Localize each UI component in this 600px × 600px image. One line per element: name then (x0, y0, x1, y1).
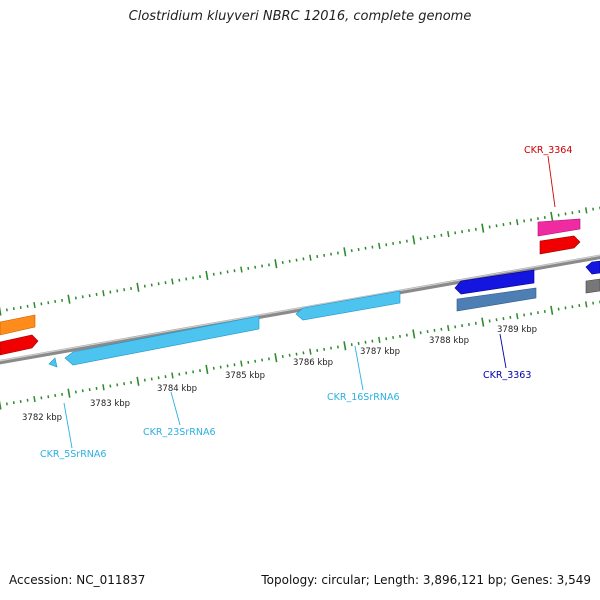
rrna-16s-feature[interactable] (295, 290, 401, 321)
cds-blue-edge-feature[interactable] (585, 260, 600, 275)
ruler-label-3788: 3788 kbp (429, 336, 469, 346)
ruler-tick-lower (481, 317, 485, 327)
ruler-tick-lower (550, 305, 554, 315)
leader-3364 (547, 155, 556, 208)
ruler-tick-upper (481, 223, 485, 233)
ruler-tick-lower (274, 353, 278, 363)
ruler-tick-lower (309, 348, 312, 355)
ruler-tick-lower (0, 400, 2, 410)
label-ckr-23srrna6[interactable]: CKR_23SrRNA6 (143, 427, 216, 438)
cds-orange-left-feature[interactable] (0, 314, 36, 336)
leader-23s (170, 391, 181, 426)
cds-gray-edge-feature[interactable] (585, 278, 600, 294)
ruler-label-3786: 3786 kbp (293, 358, 333, 368)
ruler-lower (0, 300, 600, 410)
ruler-tick-lower (447, 324, 450, 332)
ruler-tick-lower (171, 372, 174, 379)
ruler-label-3783: 3783 kbp (90, 399, 130, 409)
cds-red-right-feature[interactable] (539, 235, 581, 255)
ruler-tick-upper (378, 242, 381, 249)
ruler-tick-upper (274, 259, 278, 269)
ruler-tick-lower (584, 301, 588, 308)
ruler-tick-upper (0, 306, 2, 316)
cds-red-left-feature[interactable] (0, 334, 39, 356)
ruler-tick-upper (447, 230, 450, 238)
map-title: Clostridium kluyveri NBRC 12016, complet… (128, 9, 472, 24)
ruler-label-3782: 3782 kbp (22, 413, 62, 423)
leader-5s (63, 402, 73, 449)
genome-backbone-highlight (0, 254, 600, 362)
cds-3364-feature[interactable] (537, 218, 581, 237)
leader-3363 (499, 333, 507, 369)
cds-steel-feature[interactable] (456, 287, 537, 312)
genome-backbone (0, 254, 600, 365)
ruler-tick-upper (584, 207, 588, 214)
ruler-tick-upper (309, 254, 312, 261)
ruler-tick-upper (67, 294, 71, 304)
accession-text: Accession: NC_011837 (9, 573, 146, 587)
label-ckr-5srrna6[interactable]: CKR_5SrRNA6 (40, 449, 106, 460)
ruler-tick-lower (102, 384, 105, 391)
ruler-tick-lower (205, 364, 209, 375)
label-ckr-3363[interactable]: CKR_3363 (483, 370, 531, 381)
label-ckr-3364[interactable]: CKR_3364 (524, 145, 572, 156)
leader-16s (354, 345, 364, 391)
ruler-tick-lower (412, 329, 416, 339)
ruler-tick-upper (171, 278, 174, 285)
label-ckr-16srrna6[interactable]: CKR_16SrRNA6 (327, 392, 400, 403)
ruler-tick-upper (240, 266, 243, 273)
ruler-upper (0, 206, 600, 316)
ruler-tick-lower (136, 376, 140, 386)
ruler-tick-upper (412, 235, 416, 245)
ruler-label-3784: 3784 kbp (157, 384, 197, 394)
ruler-tick-upper (102, 290, 105, 297)
ruler-tick-upper (205, 270, 209, 281)
ruler-tick-upper (515, 219, 519, 226)
ruler-tick-upper (136, 282, 140, 292)
ruler-tick-lower (343, 341, 347, 351)
ruler-label-3787: 3787 kbp (360, 347, 400, 357)
genome-stats-text: Topology: circular; Length: 3,896,121 bp… (261, 573, 591, 587)
ruler-label-3789: 3789 kbp (497, 325, 537, 335)
ruler-tick-lower (67, 388, 71, 398)
ruler-tick-lower (515, 313, 519, 320)
ruler-label-3785: 3785 kbp (225, 371, 265, 381)
ruler-tick-lower (240, 360, 243, 367)
ruler-tick-upper (33, 301, 36, 309)
rrna-23s-feature[interactable] (64, 315, 260, 366)
ruler-tick-upper (550, 211, 554, 221)
ruler-tick-lower (33, 395, 36, 403)
cds-3363-feature[interactable] (454, 269, 535, 295)
rrna-5s-feature[interactable] (48, 357, 58, 368)
ruler-tick-lower (378, 336, 381, 343)
ruler-tick-upper (343, 247, 347, 257)
